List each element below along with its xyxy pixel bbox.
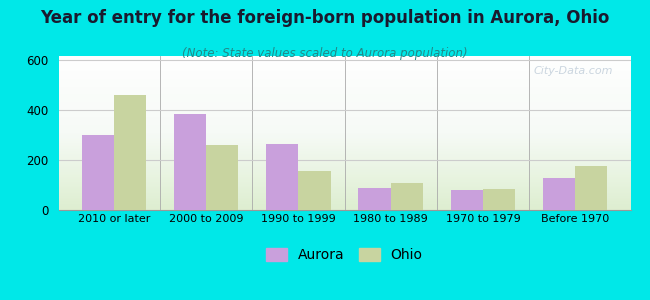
Text: (Note: State values scaled to Aurora population): (Note: State values scaled to Aurora pop…	[182, 46, 468, 59]
Bar	[298, 171, 331, 210]
Bar	[543, 178, 575, 210]
Bar	[174, 114, 206, 210]
Bar	[206, 145, 239, 210]
Bar	[575, 167, 608, 210]
Bar	[81, 135, 114, 210]
Text: City-Data.com: City-Data.com	[534, 66, 614, 76]
Text: Year of entry for the foreign-born population in Aurora, Ohio: Year of entry for the foreign-born popul…	[40, 9, 610, 27]
Bar	[114, 95, 146, 210]
Bar	[483, 189, 515, 210]
Legend: Aurora, Ohio: Aurora, Ohio	[261, 243, 428, 268]
Bar	[391, 183, 423, 210]
Bar	[450, 190, 483, 210]
Bar	[266, 144, 298, 210]
Bar	[358, 188, 391, 210]
